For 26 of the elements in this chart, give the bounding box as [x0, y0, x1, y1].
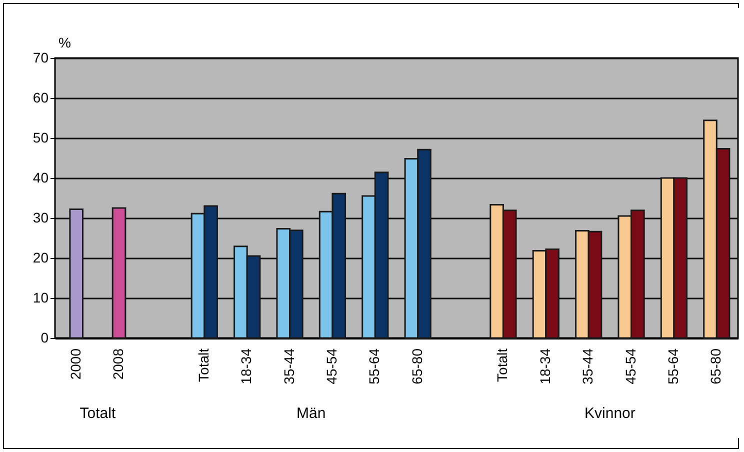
- x-tick-label: 18-34: [536, 348, 553, 384]
- y-tick-label: 10: [32, 290, 49, 306]
- x-tick-label: Totalt: [195, 348, 212, 382]
- x-tick-label: 45-54: [622, 348, 638, 384]
- x-tick-label: 65-80: [408, 348, 425, 384]
- text: Totalt: [80, 405, 116, 422]
- x-tick-label: 18-34: [238, 348, 254, 384]
- text: Män: [296, 405, 326, 422]
- y-tick-label: 40: [32, 170, 49, 186]
- text: Kvinnor: [584, 405, 636, 422]
- y-tick-label: 50: [32, 130, 49, 146]
- x-tick-label: 2000: [67, 348, 84, 380]
- x-tick-label: 65-80: [708, 348, 724, 384]
- y-tick-label: 0: [40, 330, 49, 346]
- y-tick-label: 60: [32, 90, 49, 106]
- x-tick-label: 2008: [110, 348, 126, 380]
- x-tick-label: 55-64: [664, 348, 681, 384]
- x-tick-label: 35-44: [580, 348, 596, 384]
- y-tick-label: 70: [32, 50, 49, 66]
- y-tick-label: 20: [32, 250, 49, 266]
- x-tick-label: 45-54: [323, 348, 340, 384]
- x-tick-label: 55-64: [366, 348, 382, 384]
- y-tick-label: 30: [32, 210, 49, 226]
- x-tick-label: Totalt: [494, 348, 510, 382]
- x-tick-label: 35-44: [280, 348, 297, 384]
- y-axis-title: %: [58, 34, 71, 50]
